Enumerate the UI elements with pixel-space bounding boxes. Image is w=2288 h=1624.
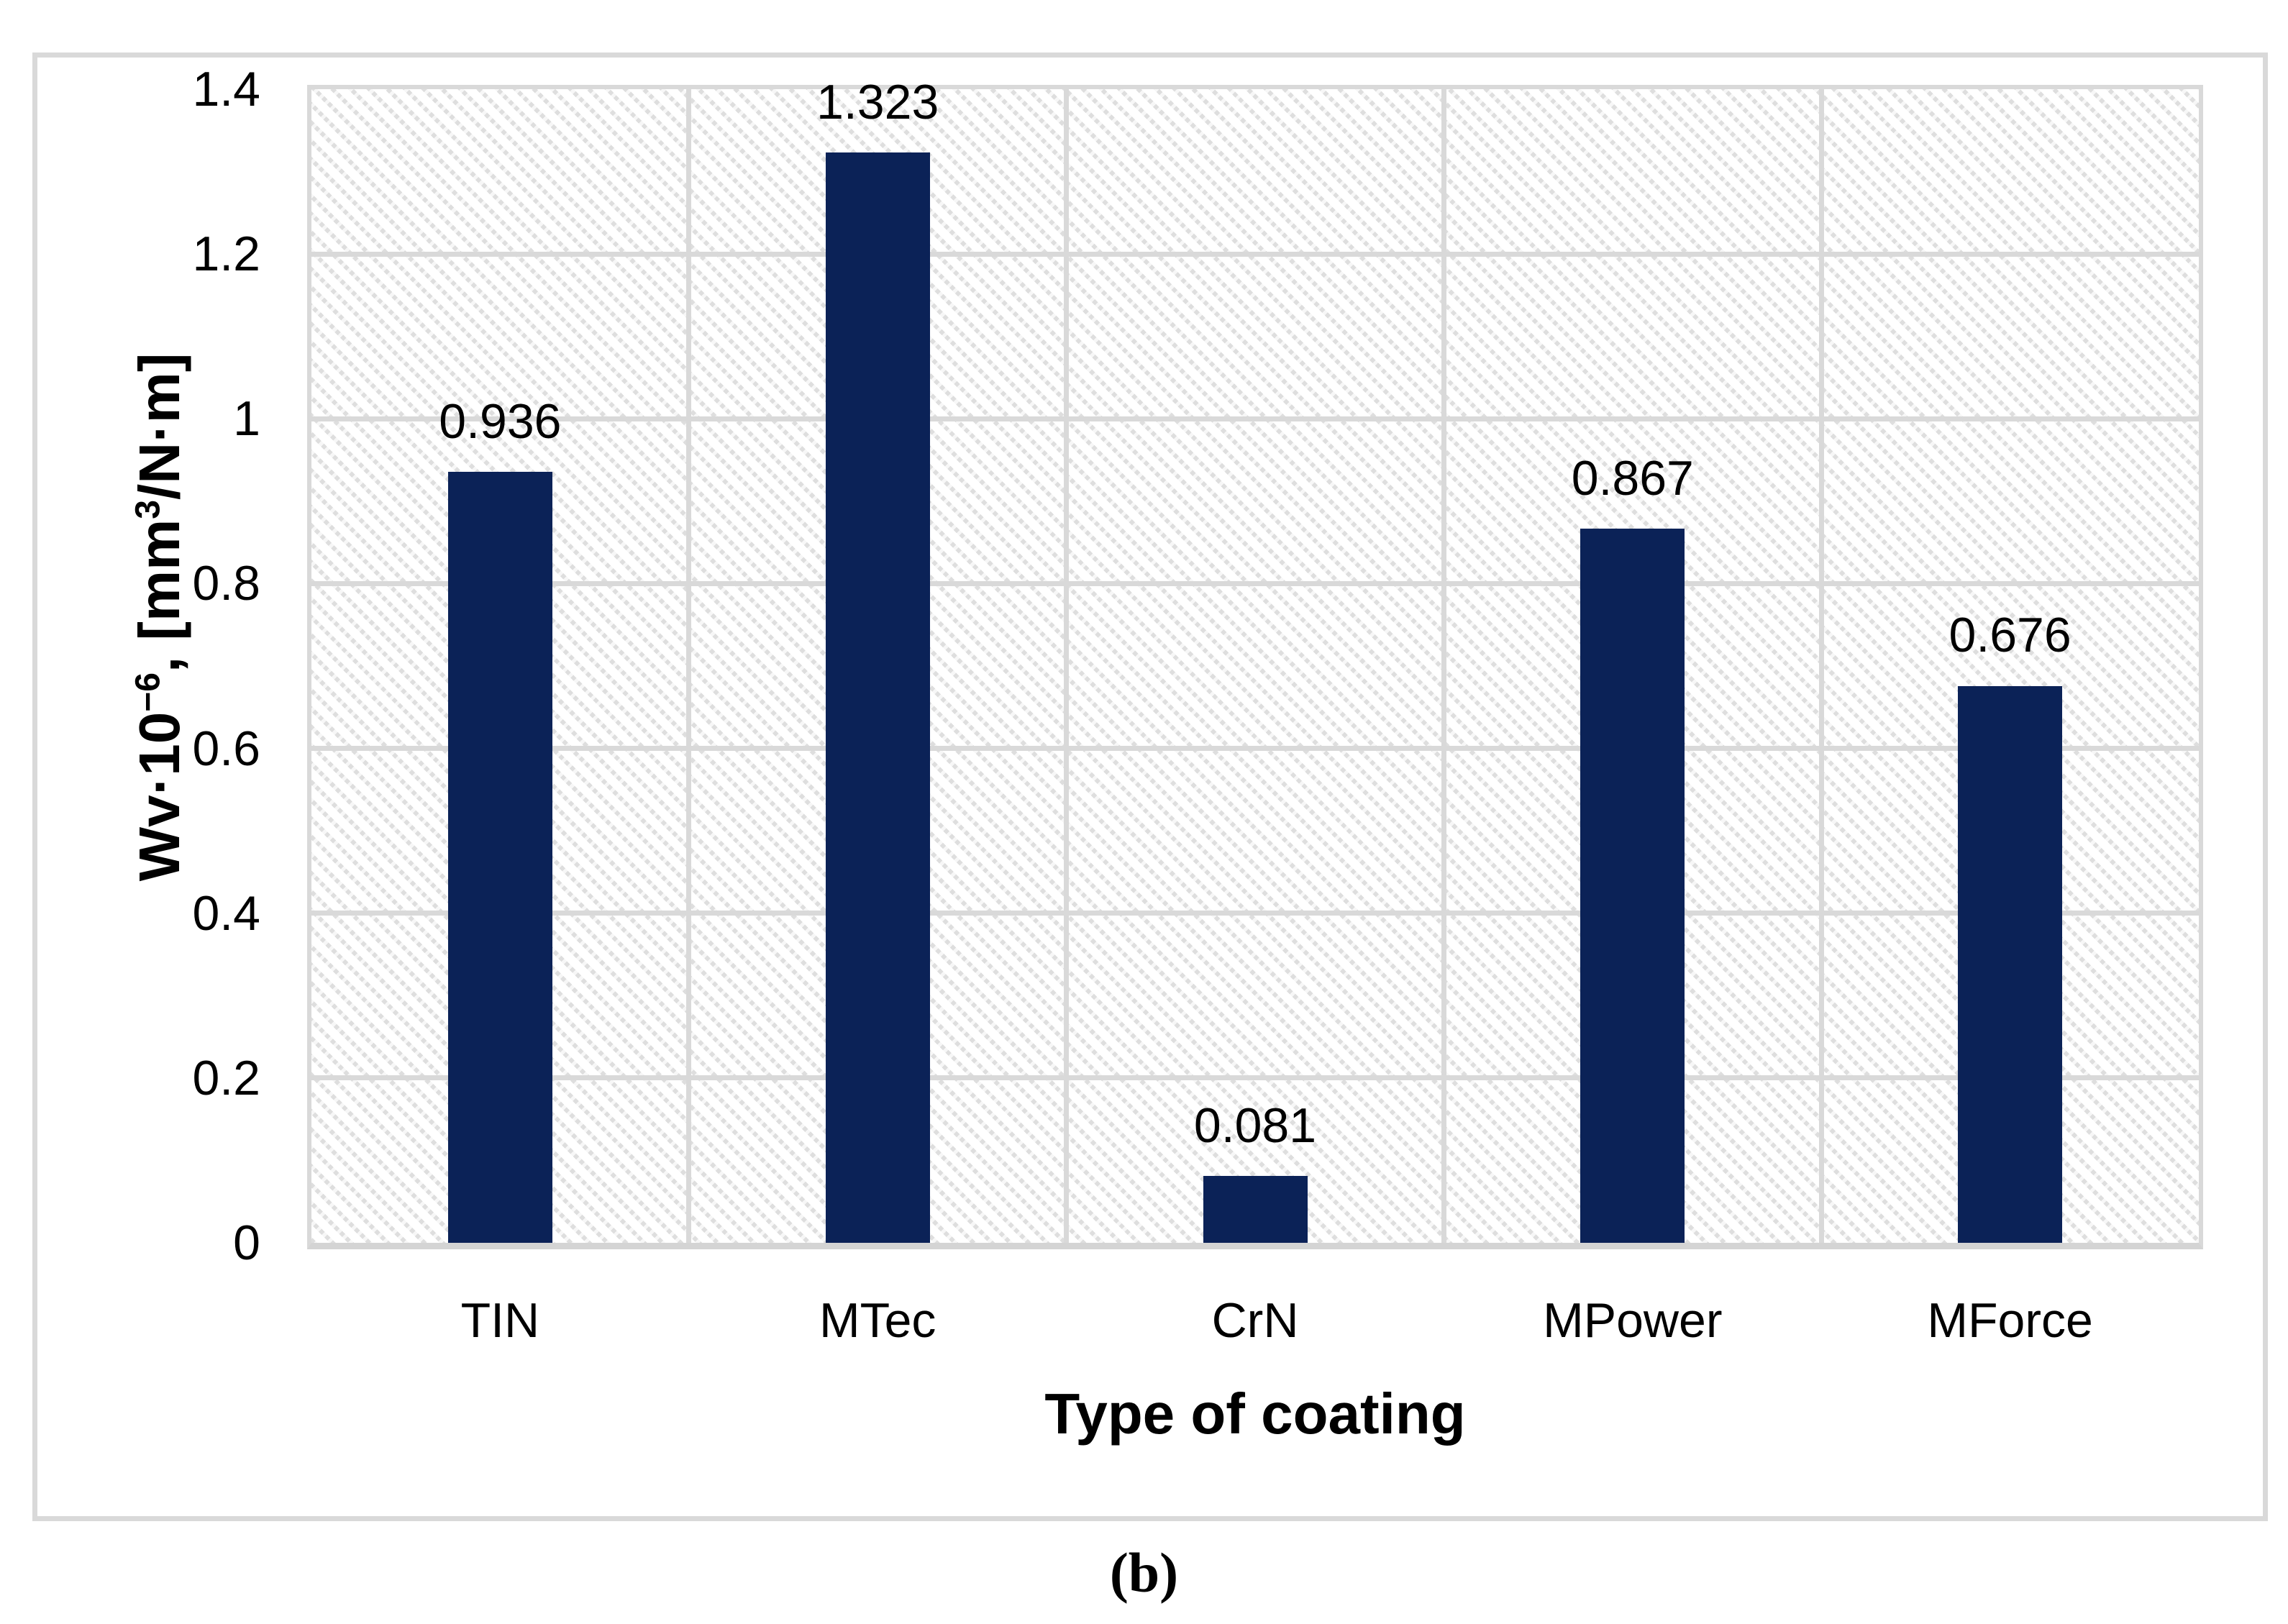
y-tick-label: 0 bbox=[233, 1215, 260, 1270]
gridline-horizontal bbox=[311, 580, 2199, 586]
bar-value-label: 0.936 bbox=[439, 393, 562, 449]
gridline-horizontal bbox=[311, 746, 2199, 752]
bar-MPower bbox=[1580, 528, 1685, 1243]
bar-value-label: 0.081 bbox=[1193, 1098, 1317, 1154]
gridline-horizontal bbox=[311, 416, 2199, 421]
bar-CrN bbox=[1203, 1176, 1308, 1243]
bar-value-label: 0.676 bbox=[1949, 608, 2071, 663]
figure-caption: (b) bbox=[1109, 1541, 1179, 1604]
category-label: MForce bbox=[1927, 1293, 2093, 1348]
gridline-horizontal bbox=[311, 1075, 2199, 1081]
y-axis-title-text: , [mm bbox=[127, 519, 191, 673]
y-tick-label: 1 bbox=[233, 391, 260, 447]
gridline-horizontal bbox=[311, 911, 2199, 916]
gridline-vertical bbox=[1818, 89, 1824, 1243]
category-label: CrN bbox=[1211, 1293, 1299, 1348]
y-tick-label: 0.2 bbox=[192, 1050, 260, 1105]
category-label: MPower bbox=[1543, 1293, 1723, 1348]
category-label: TIN bbox=[460, 1293, 540, 1348]
y-axis-title-text: /N·m] bbox=[127, 352, 191, 500]
y-tick-label: 0.4 bbox=[192, 885, 260, 941]
gridline-vertical bbox=[686, 89, 692, 1243]
y-axis-title-exponent: 3 bbox=[129, 500, 168, 519]
y-tick-label: 1.2 bbox=[192, 227, 260, 282]
plot-area bbox=[307, 85, 2203, 1249]
gridline-horizontal bbox=[311, 251, 2199, 257]
gridline-vertical bbox=[1064, 89, 1070, 1243]
y-axis-title-text: Wv·10 bbox=[127, 711, 191, 882]
bar-MForce bbox=[1958, 685, 2063, 1243]
gridline-vertical bbox=[1441, 89, 1446, 1243]
y-tick-label: 0.6 bbox=[192, 721, 260, 776]
x-axis-title: Type of coating bbox=[1044, 1382, 1466, 1446]
category-label: MTec bbox=[819, 1293, 936, 1348]
bar-value-label: 0.867 bbox=[1571, 450, 1694, 506]
y-tick-label: 0.8 bbox=[192, 556, 260, 611]
bar-MTec bbox=[825, 152, 930, 1243]
y-axis-title: Wv·10−6, [mm3/N·m] bbox=[127, 352, 191, 882]
bar-value-label: 1.323 bbox=[816, 75, 939, 130]
y-axis-title-exponent: −6 bbox=[129, 672, 168, 712]
y-tick-label: 1.4 bbox=[192, 62, 260, 117]
bar-TIN bbox=[447, 471, 552, 1243]
